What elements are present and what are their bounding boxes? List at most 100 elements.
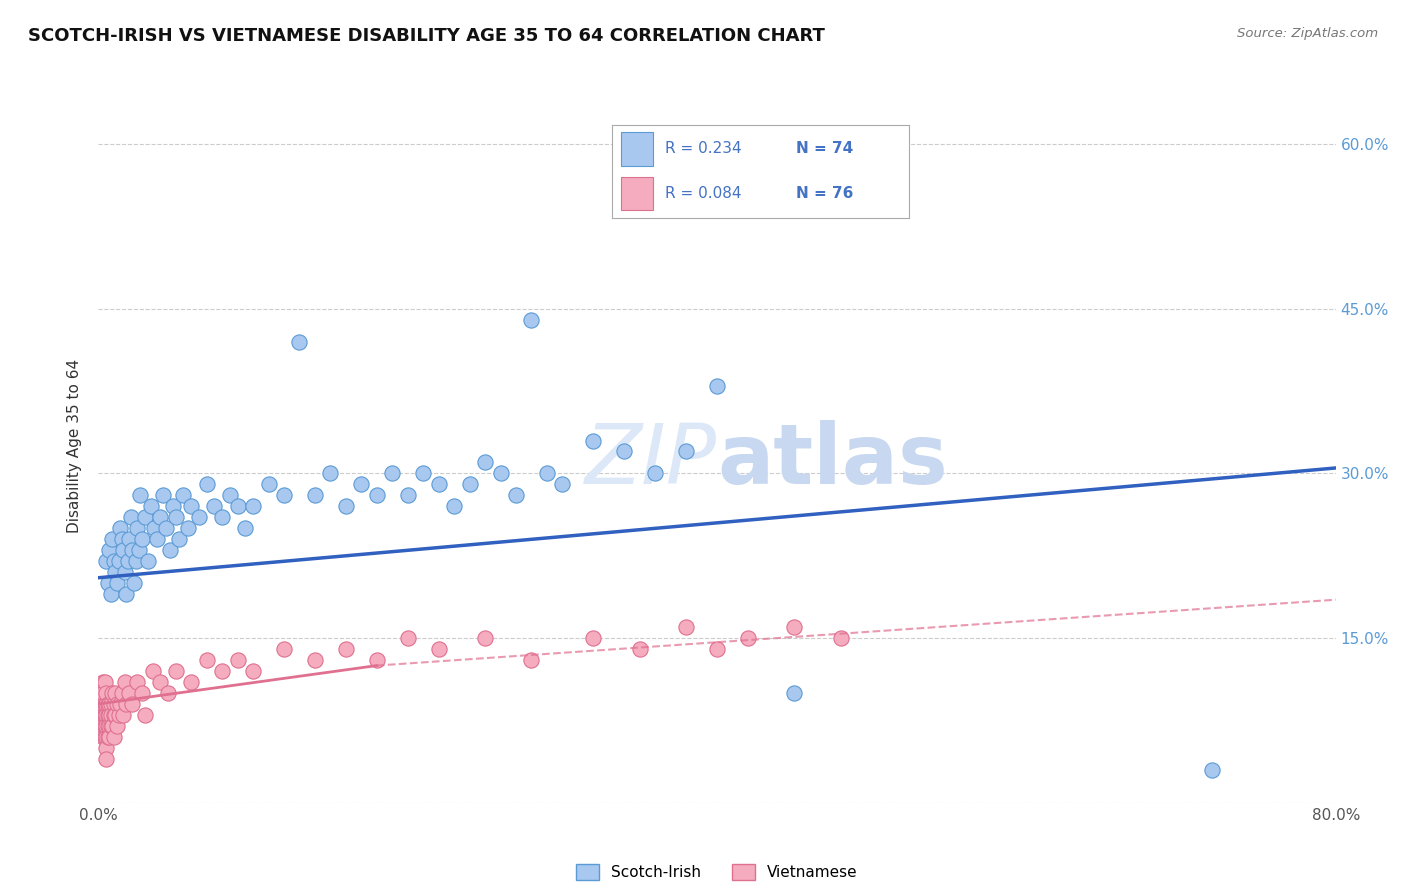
Point [104, 566, 127, 580]
Point [96, 740, 118, 755]
Point [96, 752, 118, 766]
Point [103, 730, 125, 744]
Point [111, 533, 134, 547]
Point [304, 653, 326, 667]
Point [582, 631, 605, 645]
Point [91, 730, 114, 744]
Point [211, 664, 233, 678]
Point [124, 554, 146, 568]
Point [90, 719, 112, 733]
Point [90, 697, 112, 711]
Point [93, 719, 115, 733]
Point [101, 719, 124, 733]
Y-axis label: Disability Age 35 to 64: Disability Age 35 to 64 [67, 359, 83, 533]
Point [93, 730, 115, 744]
Text: SCOTCH-IRISH VS VIETNAMESE DISABILITY AGE 35 TO 64 CORRELATION CHART: SCOTCH-IRISH VS VIETNAMESE DISABILITY AG… [28, 27, 825, 45]
Point [115, 697, 138, 711]
Point [117, 554, 139, 568]
Point [103, 708, 125, 723]
Point [366, 488, 388, 502]
Point [96, 719, 118, 733]
Point [783, 620, 806, 634]
Point [93, 708, 115, 723]
Point [628, 642, 651, 657]
Point [427, 477, 450, 491]
Point [112, 708, 135, 723]
Point [122, 576, 145, 591]
Point [226, 653, 249, 667]
Point [195, 653, 218, 667]
Point [100, 719, 122, 733]
Point [128, 543, 150, 558]
Point [273, 488, 295, 502]
Point [257, 477, 280, 491]
Point [489, 467, 512, 481]
Point [98, 708, 121, 723]
Point [98, 543, 121, 558]
Point [97, 708, 120, 723]
Point [114, 566, 136, 580]
Bar [621, 132, 654, 166]
Point [830, 631, 852, 645]
Bar [621, 177, 654, 211]
Point [226, 500, 249, 514]
Point [188, 510, 211, 524]
Point [165, 510, 187, 524]
Point [127, 675, 149, 690]
Point [396, 631, 419, 645]
Point [100, 708, 122, 723]
Point [107, 554, 129, 568]
Point [520, 653, 543, 667]
Point [706, 642, 728, 657]
Point [105, 697, 128, 711]
Point [288, 334, 311, 349]
Point [149, 675, 172, 690]
Text: atlas: atlas [717, 420, 948, 500]
Point [115, 587, 138, 601]
Point [121, 543, 143, 558]
Point [165, 664, 187, 678]
Point [101, 686, 124, 700]
Point [111, 686, 134, 700]
Point [112, 543, 135, 558]
Point [427, 642, 450, 657]
Point [536, 467, 558, 481]
Point [104, 686, 127, 700]
Point [613, 444, 636, 458]
Point [96, 708, 118, 723]
Point [121, 697, 143, 711]
Point [783, 686, 806, 700]
Point [91, 697, 114, 711]
Point [93, 675, 115, 690]
Point [134, 510, 156, 524]
Point [157, 686, 180, 700]
Point [180, 500, 202, 514]
Text: R = 0.084: R = 0.084 [665, 186, 742, 201]
Point [304, 488, 326, 502]
Point [366, 653, 388, 667]
Point [675, 620, 697, 634]
Point [412, 467, 434, 481]
Legend: Scotch-Irish, Vietnamese: Scotch-Irish, Vietnamese [568, 856, 866, 888]
Point [675, 444, 697, 458]
Point [104, 708, 127, 723]
Point [195, 477, 218, 491]
Point [114, 675, 136, 690]
Point [131, 686, 153, 700]
Point [139, 500, 162, 514]
Text: ZIP: ZIP [585, 420, 717, 500]
Point [120, 510, 142, 524]
Point [90, 686, 112, 700]
Point [103, 697, 125, 711]
Point [219, 488, 242, 502]
Point [396, 488, 419, 502]
Point [98, 697, 121, 711]
Point [180, 675, 202, 690]
Point [167, 533, 190, 547]
Point [204, 500, 226, 514]
Point [96, 686, 118, 700]
Point [118, 686, 141, 700]
Point [97, 730, 120, 744]
Point [142, 664, 165, 678]
Point [644, 467, 666, 481]
